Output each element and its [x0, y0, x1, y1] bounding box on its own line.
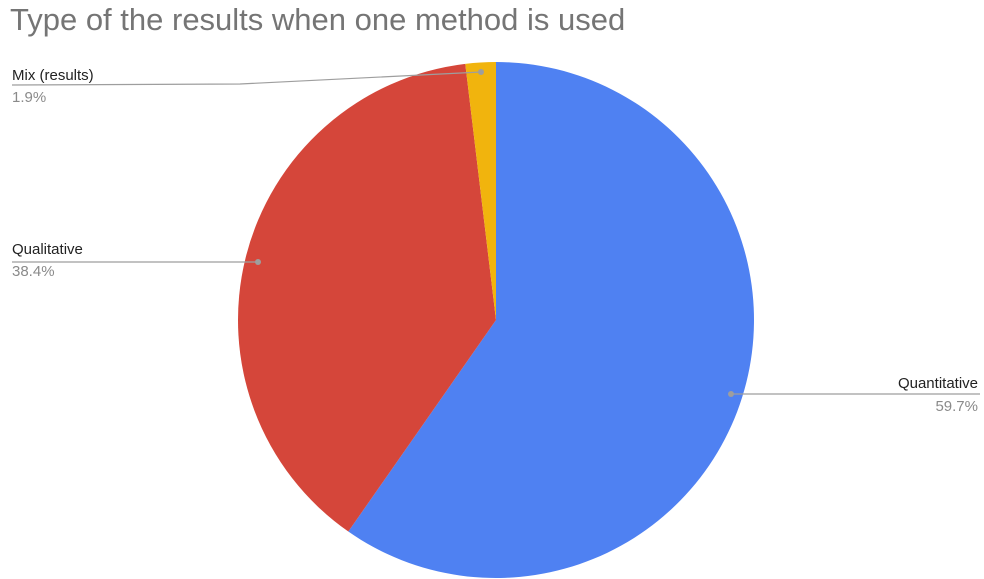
leader-dot-quantitative [728, 391, 734, 397]
slice-value-quantitative: 59.7% [935, 398, 978, 415]
leader-dot-mix-results [478, 69, 484, 75]
slice-value-mix-results: 1.9% [12, 89, 46, 106]
slice-label-qualitative: Qualitative [12, 241, 83, 258]
pie-leader-lines [11, 69, 980, 397]
slice-value-qualitative: 38.4% [12, 263, 55, 280]
slice-label-quantitative: Quantitative [898, 375, 978, 392]
pie-slices [237, 62, 754, 578]
leader-line-mix-results [11, 71, 482, 86]
leader-dot-qualitative [255, 259, 261, 265]
pie-slice-quantitative [348, 62, 754, 578]
pie-slice-qualitative [237, 63, 496, 532]
slice-label-mix-results: Mix (results) [12, 67, 94, 84]
pie-slice-mix-results [465, 62, 496, 320]
pie-labels: Quantitative 59.7% Qualitative 38.4% Mix (re… [12, 67, 978, 415]
chart-title: Type of the results when one method is u… [10, 2, 626, 37]
